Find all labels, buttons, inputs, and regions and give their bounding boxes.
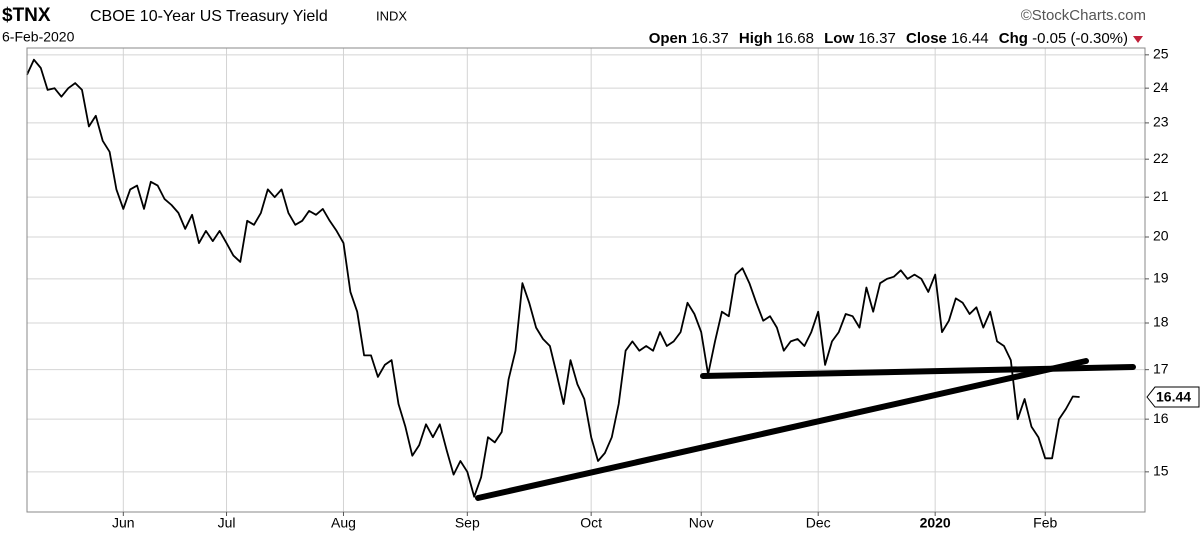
x-tick-label: Oct	[580, 515, 602, 531]
x-tick-label: Jun	[112, 515, 135, 531]
symbol: $TNX	[2, 5, 51, 26]
y-tick-label: 15	[1153, 463, 1169, 479]
price-line	[26, 58, 1080, 498]
exchange: INDX	[376, 8, 407, 23]
plot-border	[26, 47, 1146, 513]
x-tick-label: Jul	[218, 515, 236, 531]
x-tick-label: Dec	[806, 515, 831, 531]
y-tick-label: 18	[1153, 314, 1169, 330]
y-tick-label: 25	[1153, 46, 1169, 62]
y-tick-label: 17	[1153, 360, 1169, 376]
trendline	[700, 364, 1136, 379]
high: 16.68	[776, 30, 814, 47]
y-tick-label: 22	[1153, 150, 1169, 166]
last-value-label: 16.44	[1156, 389, 1191, 405]
last-value-tag	[1146, 386, 1200, 408]
close-label: Close	[906, 30, 947, 47]
close: 16.44	[951, 30, 989, 47]
low: 16.37	[858, 30, 896, 47]
trendline	[475, 358, 1089, 501]
y-tick-label: 20	[1153, 228, 1169, 244]
x-tick-label: Nov	[689, 515, 714, 531]
chg-label: Chg	[999, 30, 1028, 47]
down-arrow	[1133, 36, 1143, 43]
high-label: High	[739, 30, 772, 47]
y-tick-label: 24	[1153, 79, 1169, 95]
y-tick-label: 21	[1153, 188, 1169, 204]
open-label: Open	[649, 30, 687, 47]
grid	[27, 48, 1145, 512]
x-tick-label: 2020	[920, 515, 951, 531]
chart-title: CBOE 10-Year US Treasury Yield	[90, 8, 328, 25]
quote: Open 16.37 High 16.68 Low 16.37 Close 16…	[649, 30, 1128, 47]
x-tick-label: Aug	[331, 515, 356, 531]
y-tick-label: 19	[1153, 270, 1169, 286]
chg: -0.05 (-0.30%)	[1032, 30, 1128, 47]
low-label: Low	[824, 30, 854, 47]
open: 16.37	[691, 30, 729, 47]
plot	[26, 58, 1080, 498]
y-tick-label: 23	[1153, 114, 1169, 130]
y-tick-label: 16	[1153, 410, 1169, 426]
x-tick-label: Feb	[1033, 515, 1057, 531]
date: 6-Feb-2020	[2, 29, 75, 45]
x-tick-label: Sep	[455, 515, 480, 531]
source: ©StockCharts.com	[1021, 7, 1146, 24]
